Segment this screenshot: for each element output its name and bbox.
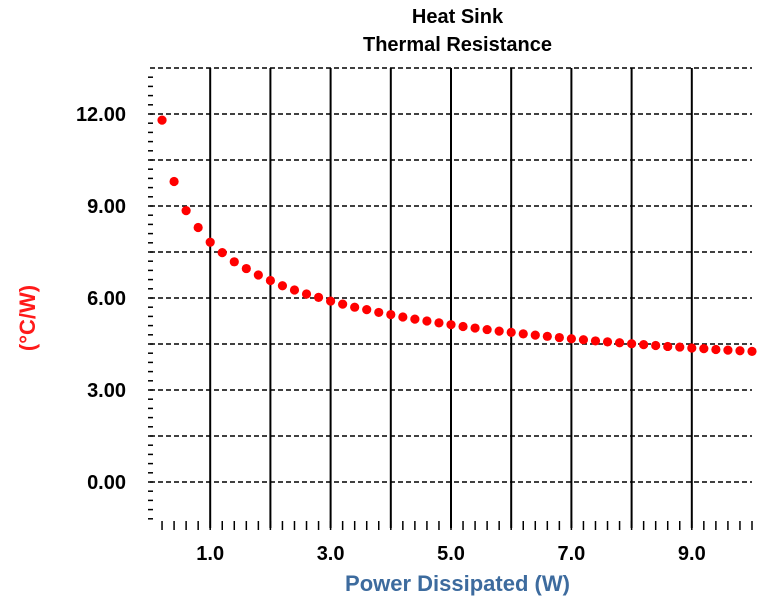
- x-tick-label: 7.0: [557, 543, 585, 565]
- data-point: [578, 335, 589, 345]
- data-point: [217, 248, 227, 258]
- tick-labels: 1.0 3.0 5.0 7.0 9.0 12.00 9.00 6.00 3.00 0.00: [76, 104, 706, 565]
- y-tick-label: 3.00: [87, 380, 126, 402]
- data-point: [711, 344, 721, 355]
- data-point: [422, 316, 432, 326]
- data-point: [374, 307, 384, 318]
- data-point: [157, 115, 167, 125]
- y-axis-label: (°C/W): [15, 284, 40, 352]
- data-point: [639, 340, 649, 350]
- data-point: [554, 332, 564, 343]
- x-tick-label: 3.0: [317, 543, 345, 565]
- data-point: [590, 336, 601, 346]
- data-point: [470, 323, 480, 333]
- data-point: [386, 309, 396, 320]
- data-point: [614, 338, 625, 348]
- grid-lines: [150, 67, 752, 528]
- data-point: [530, 330, 540, 340]
- data-point: [566, 334, 577, 344]
- data-point: [229, 257, 239, 267]
- data-point: [542, 331, 552, 341]
- data-point: [458, 321, 468, 332]
- data-point: [663, 341, 673, 352]
- data-point: [651, 340, 661, 351]
- data-point: [265, 275, 275, 286]
- data-point: [735, 346, 745, 356]
- data-point: [277, 281, 288, 291]
- data-point: [699, 344, 709, 354]
- data-point: [313, 292, 324, 302]
- data-point: [326, 296, 336, 306]
- minor-ticks: [148, 76, 753, 530]
- data-point: [350, 302, 360, 312]
- x-tick-label: 9.0: [678, 543, 706, 565]
- data-point: [518, 329, 528, 339]
- data-points: [157, 115, 757, 356]
- chart-title: Heat Sink: [411, 6, 504, 28]
- data-point: [675, 342, 685, 352]
- data-point: [398, 312, 408, 322]
- y-tick-label: 0.00: [87, 472, 126, 494]
- data-point: [169, 176, 179, 187]
- data-point: [482, 324, 492, 335]
- data-point: [241, 263, 251, 274]
- data-point: [338, 299, 348, 309]
- data-point: [301, 289, 312, 299]
- data-point: [747, 346, 757, 356]
- data-point: [627, 339, 637, 349]
- data-point: [723, 345, 733, 355]
- data-point: [687, 343, 697, 353]
- data-point: [289, 285, 300, 295]
- data-point: [181, 206, 191, 216]
- x-tick-label: 1.0: [196, 543, 224, 565]
- y-tick-label: 12.00: [76, 104, 126, 126]
- data-point: [362, 305, 372, 315]
- x-tick-label: 5.0: [437, 543, 465, 565]
- data-point: [494, 326, 504, 336]
- y-tick-label: 6.00: [87, 288, 126, 310]
- data-point: [434, 318, 444, 328]
- data-point: [506, 327, 516, 337]
- y-tick-label: 9.00: [87, 196, 126, 218]
- data-point: [253, 270, 263, 280]
- data-point: [410, 314, 420, 324]
- chart-subtitle: Thermal Resistance: [363, 34, 552, 56]
- data-point: [446, 320, 456, 330]
- x-axis-label: Power Dissipated (W): [345, 571, 570, 596]
- data-point: [602, 337, 613, 347]
- data-point: [205, 237, 215, 247]
- data-point: [193, 222, 203, 233]
